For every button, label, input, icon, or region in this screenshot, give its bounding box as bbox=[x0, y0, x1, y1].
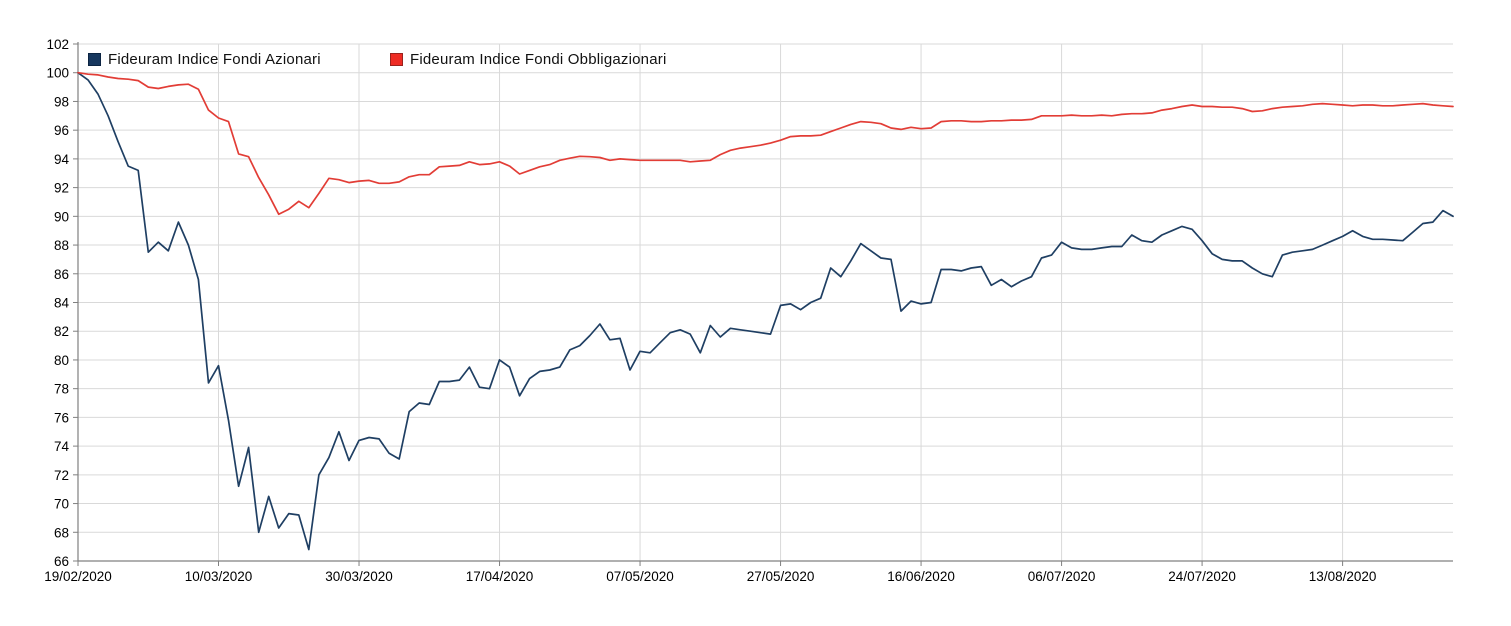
y-tick-label: 68 bbox=[54, 525, 69, 540]
y-tick-label: 92 bbox=[54, 181, 69, 196]
series-line-azionari bbox=[77, 71, 1454, 551]
y-tick-label: 86 bbox=[54, 267, 69, 282]
y-tick-label: 66 bbox=[54, 554, 69, 569]
y-tick-label: 72 bbox=[54, 468, 69, 483]
y-tick-label: 102 bbox=[46, 37, 69, 52]
x-tick-label: 16/06/2020 bbox=[887, 569, 955, 584]
y-tick-label: 96 bbox=[54, 123, 69, 138]
y-tick-label: 88 bbox=[54, 238, 69, 253]
y-tick-label: 100 bbox=[46, 66, 69, 81]
y-tick-label: 76 bbox=[54, 410, 69, 425]
y-tick-label: 78 bbox=[54, 382, 69, 397]
x-tick-label: 24/07/2020 bbox=[1168, 569, 1236, 584]
y-tick-label: 74 bbox=[54, 439, 70, 454]
x-tick-label: 17/04/2020 bbox=[466, 569, 534, 584]
x-tick-label: 06/07/2020 bbox=[1028, 569, 1096, 584]
series-line-obbligazionari bbox=[77, 71, 1454, 216]
y-tick-label: 98 bbox=[54, 94, 69, 109]
x-tick-label: 30/03/2020 bbox=[325, 569, 393, 584]
x-tick-label: 19/02/2020 bbox=[44, 569, 112, 584]
y-tick-label: 84 bbox=[54, 296, 70, 311]
y-tick-label: 70 bbox=[54, 497, 69, 512]
y-tick-label: 80 bbox=[54, 353, 69, 368]
y-tick-label: 94 bbox=[54, 152, 70, 167]
x-tick-label: 27/05/2020 bbox=[747, 569, 815, 584]
x-tick-label: 07/05/2020 bbox=[606, 569, 674, 584]
y-tick-label: 90 bbox=[54, 209, 69, 224]
y-tick-label: 82 bbox=[54, 324, 69, 339]
x-tick-label: 13/08/2020 bbox=[1309, 569, 1377, 584]
x-tick-label: 10/03/2020 bbox=[185, 569, 253, 584]
